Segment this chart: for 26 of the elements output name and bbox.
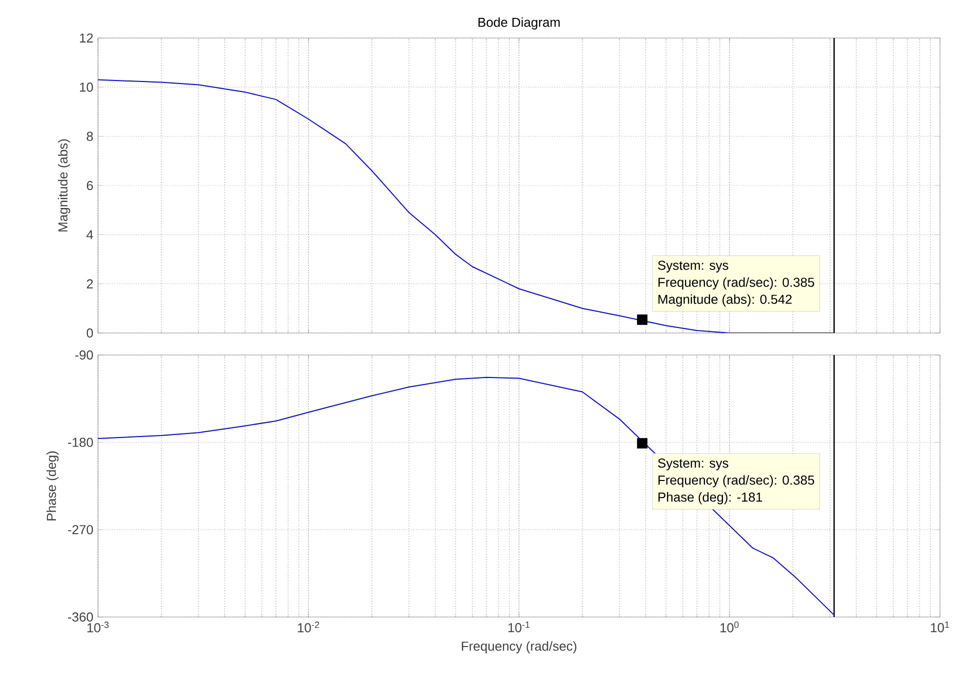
y-tick-label: -270 — [68, 525, 93, 534]
y-axis-title: Magnitude (abs) — [58, 139, 70, 232]
chart-title: Bode Diagram — [478, 17, 560, 30]
x-tick-label: 10$^{-2}$ — [298, 622, 320, 632]
y-tick-label: 10 — [80, 82, 93, 92]
y-tick-label: 8 — [86, 132, 93, 141]
y-tick-label: -90 — [75, 350, 93, 360]
annotation: Magnitude (abs): 0.542 — [658, 294, 792, 306]
x-axis-title: Frequency (rad/sec) — [462, 641, 576, 654]
annotation: System: sys — [658, 260, 728, 272]
annotation: Phase (deg): -181 — [658, 492, 762, 504]
x-tick-label: 10$^{0}$ — [720, 622, 739, 632]
annotation: System: sys — [658, 458, 728, 470]
x-tick-label: 10$^{-3}$ — [87, 622, 109, 632]
x-tick-label: 10$^{1}$ — [930, 622, 950, 632]
annotation: Frequency (rad/sec): 0.385 — [658, 277, 814, 290]
y-tick-label: 0 — [86, 328, 93, 338]
x-tick-label: 10$^{-1}$ — [508, 622, 530, 632]
y-tick-label: -360 — [68, 612, 93, 622]
annotation: Frequency (rad/sec): 0.385 — [658, 475, 814, 488]
y-tick-label: 2 — [86, 279, 93, 288]
y-tick-label: -180 — [68, 438, 93, 447]
y-tick-label: 6 — [86, 180, 93, 190]
y-tick-label: 12 — [80, 33, 93, 43]
y-tick-label: 4 — [86, 230, 94, 240]
y-axis-title: Phase (deg) — [46, 451, 59, 520]
